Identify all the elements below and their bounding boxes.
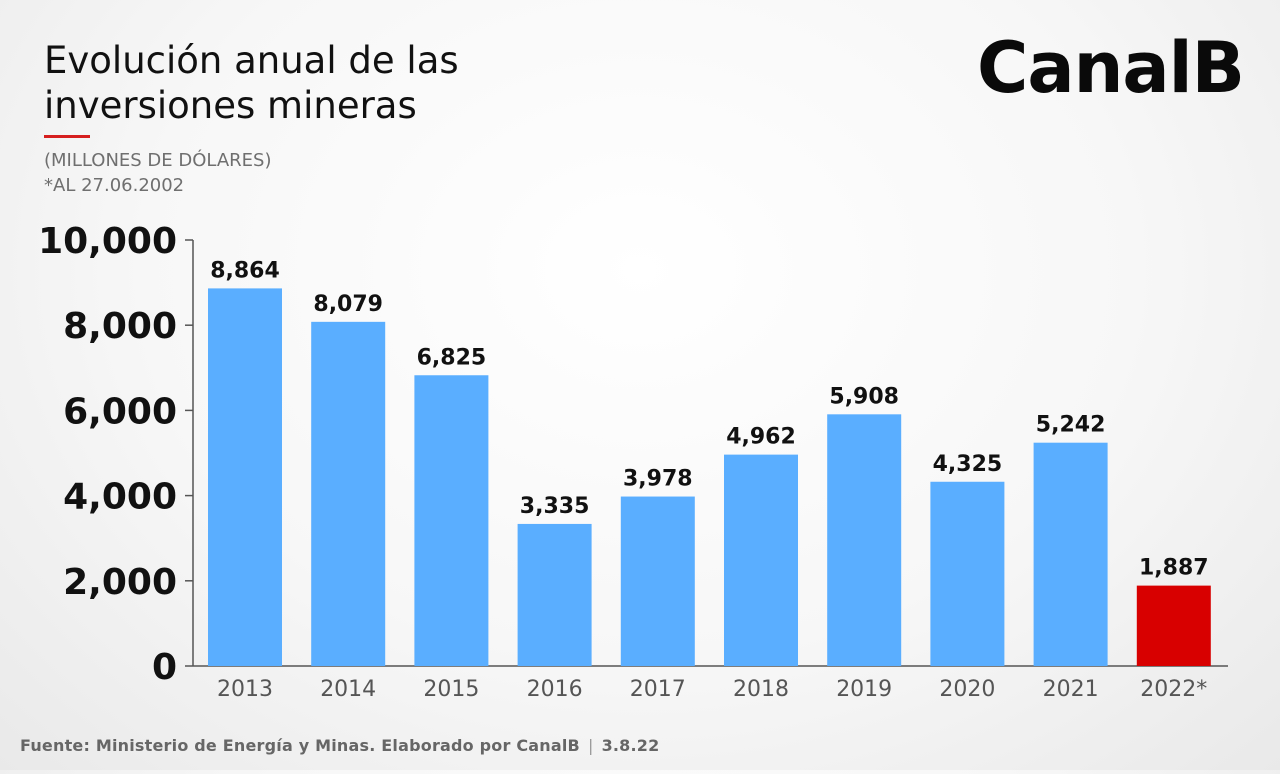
- y-tick-label: 8,000: [63, 306, 177, 347]
- x-tick-label: 2016: [527, 677, 583, 702]
- y-tick-label: 4,000: [63, 477, 177, 518]
- data-label: 5,242: [1036, 413, 1106, 438]
- bar-2022: [1136, 585, 1211, 666]
- chart-title: Evolución anual de las inversiones miner…: [44, 39, 459, 127]
- bar-2013: [208, 288, 282, 666]
- source-text: Fuente: Ministerio de Energía y Minas. E…: [20, 736, 580, 755]
- bar-2020: [930, 481, 1005, 666]
- x-tick-label: 2021: [1043, 677, 1099, 702]
- title-accent-rule: [44, 135, 90, 138]
- chart-subtitle: (MILLONES DE DÓLARES): [44, 150, 272, 171]
- data-label: 1,887: [1139, 556, 1209, 581]
- y-tick-label: 2,000: [63, 562, 177, 603]
- x-tick-label: 2014: [320, 677, 376, 702]
- data-label: 8,864: [210, 258, 280, 283]
- brand-logo: CanalB: [976, 27, 1245, 109]
- data-label: 4,325: [933, 452, 1003, 477]
- x-tick-label: 2020: [939, 677, 995, 702]
- date-note: *AL 27.06.2002: [44, 175, 185, 196]
- data-label: 3,978: [623, 467, 693, 492]
- y-tick-label: 0: [152, 647, 177, 688]
- x-tick-label: 2017: [630, 677, 686, 702]
- data-label: 6,825: [417, 345, 487, 370]
- bar-2021: [1033, 442, 1108, 666]
- x-tick-label: 2019: [836, 677, 892, 702]
- bar-2016: [517, 523, 592, 666]
- bar-2017: [620, 496, 695, 666]
- footer-separator: |: [587, 736, 594, 755]
- data-label: 5,908: [829, 384, 899, 409]
- x-tick-label: 2018: [733, 677, 789, 702]
- bar-2019: [827, 414, 902, 666]
- y-tick-label: 6,000: [63, 391, 177, 432]
- x-tick-label: 2015: [423, 677, 479, 702]
- bar-2014: [311, 321, 386, 666]
- data-label: 8,079: [313, 292, 383, 317]
- publish-date: 3.8.22: [601, 736, 660, 755]
- bar-2015: [414, 375, 489, 666]
- data-label: 4,962: [726, 425, 796, 450]
- x-tick-label: 2022*: [1140, 677, 1207, 702]
- footer: Fuente: Ministerio de Energía y Minas. E…: [20, 736, 659, 756]
- y-tick-label: 10,000: [38, 221, 177, 262]
- bar-2018: [724, 454, 798, 666]
- data-label: 3,335: [520, 494, 590, 519]
- x-tick-label: 2013: [217, 677, 273, 702]
